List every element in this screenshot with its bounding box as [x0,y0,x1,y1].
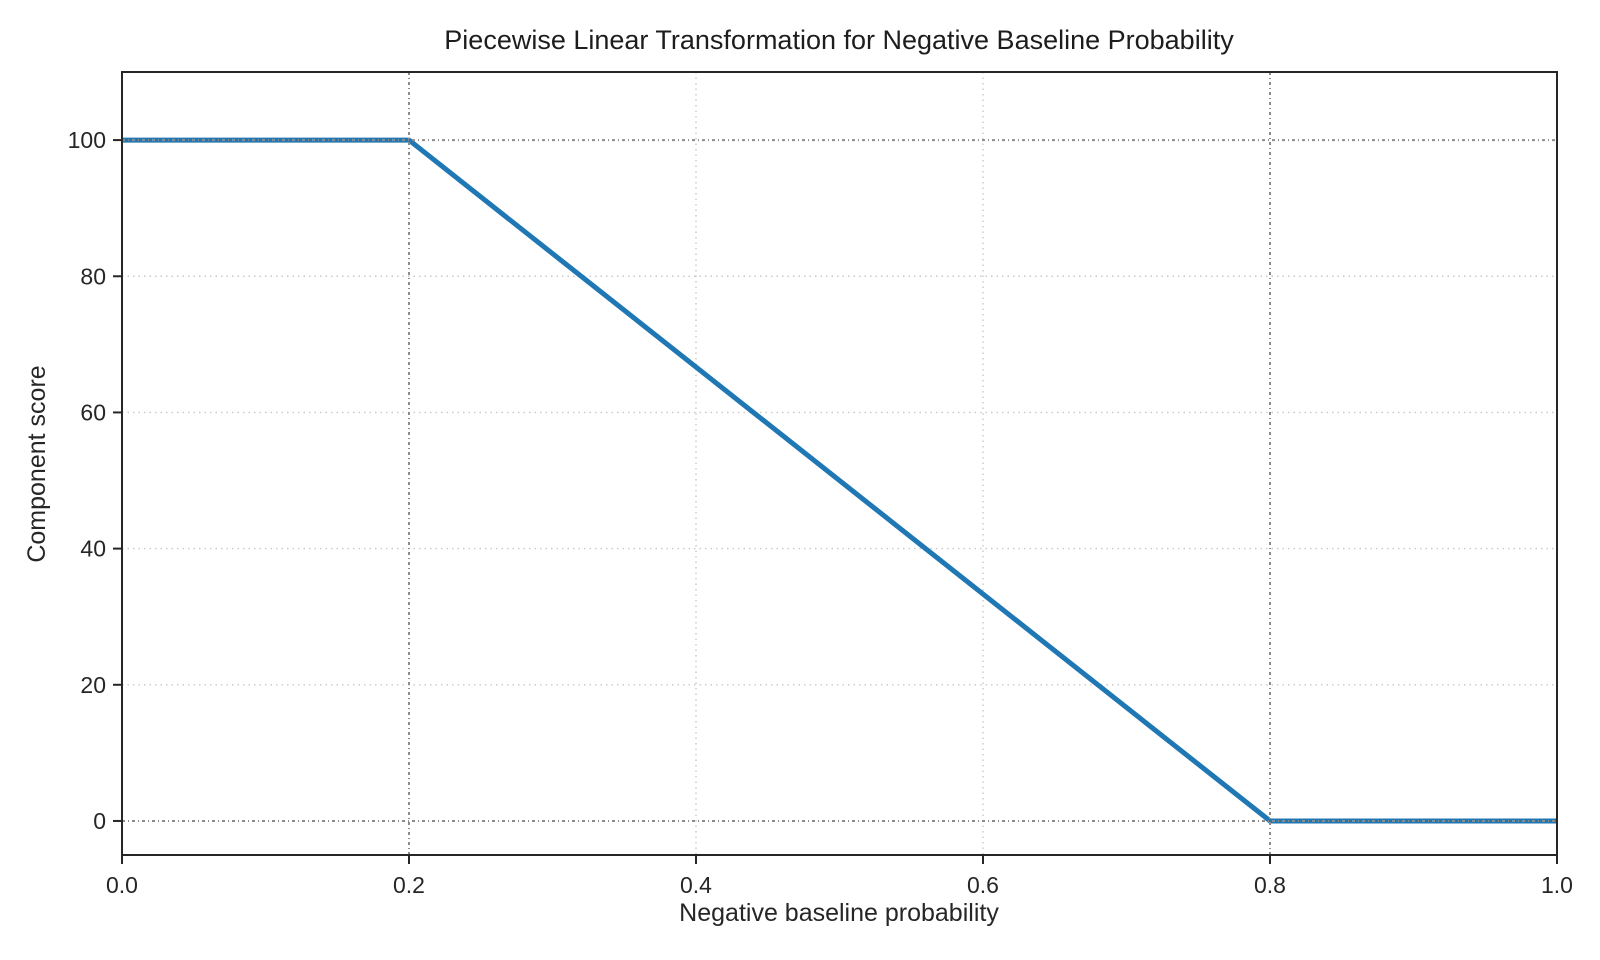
x-tick-label: 0.2 [393,872,425,898]
x-tick-label: 0.0 [106,872,138,898]
chart-title: Piecewise Linear Transformation for Nega… [444,25,1234,55]
x-axis-label: Negative baseline probability [679,899,999,927]
x-tick-label: 1.0 [1541,872,1573,898]
y-tick-label: 60 [80,399,106,425]
y-tick-label: 40 [80,536,106,562]
y-tick-label: 0 [93,808,106,834]
x-tick-label: 0.6 [967,872,999,898]
y-tick-label: 100 [68,127,106,153]
axes-frame [121,71,1558,856]
x-tick-label: 0.8 [1254,872,1286,898]
y-tick-label: 20 [80,672,106,698]
data-line [122,137,1557,824]
y-axis-label: Component score [23,365,51,562]
plot-area: 0.0 0.2 0.4 0.6 0.8 1.0 0 20 40 60 80 100 [68,71,1573,898]
x-tick-label: 0.4 [680,872,712,898]
y-tick-label: 80 [80,263,106,289]
